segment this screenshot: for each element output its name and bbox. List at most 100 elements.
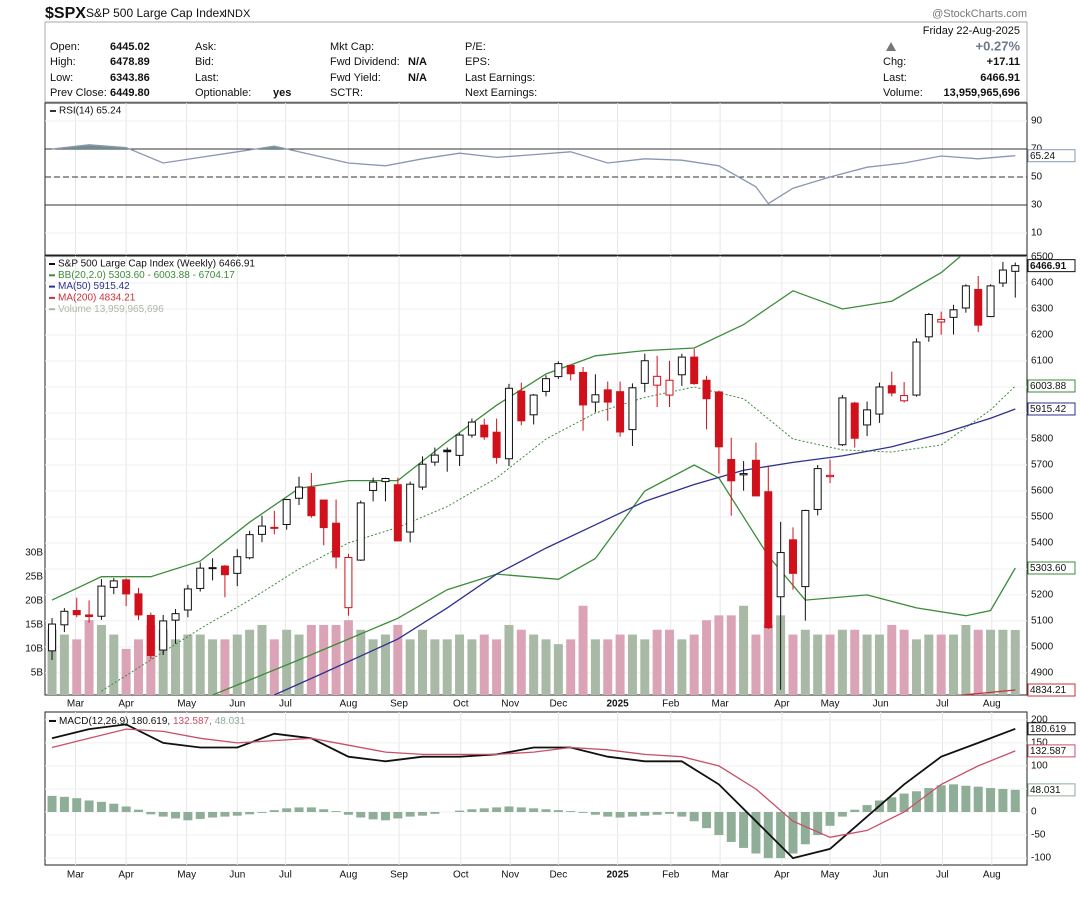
value-tag-box: [1027, 683, 1076, 697]
candle-body: [381, 477, 390, 483]
volume-bar: [208, 639, 218, 695]
symbol: $SPX: [45, 5, 86, 22]
volume-bar: [590, 639, 600, 695]
x-tick-label: Mar: [712, 870, 730, 881]
value-tag: 5303.60: [1030, 563, 1067, 574]
volume-bar: [232, 634, 242, 695]
macd-histogram-bar: [269, 810, 279, 813]
candle-body: [233, 556, 242, 574]
candle-body: [924, 313, 933, 338]
volume-bar: [171, 639, 181, 695]
y-tick-label: 5500: [1031, 512, 1054, 523]
macd-histogram-bar: [763, 812, 773, 859]
candle-body: [344, 557, 353, 609]
x-tick-label: Mar: [67, 699, 85, 710]
macd-histogram-bar: [961, 785, 971, 813]
candle-body: [677, 356, 686, 376]
exchange: INDX: [224, 8, 251, 20]
quote-value: 13,959,965,696: [944, 87, 1020, 99]
volume-bar: [109, 634, 119, 695]
candle-body: [850, 402, 859, 439]
quote-label: High:: [50, 56, 76, 68]
volume-bar: [282, 629, 292, 695]
candle-body: [109, 580, 118, 588]
x-tick-label: Apr: [118, 870, 134, 881]
quote-label: EPS:: [465, 56, 490, 68]
candle-body: [665, 379, 674, 396]
volume-bar: [319, 624, 329, 695]
macd-histogram-bar: [195, 812, 205, 819]
candle-body: [875, 386, 884, 415]
macd-histogram-bar: [418, 812, 428, 816]
candle-body: [406, 483, 415, 533]
volume-bar: [368, 639, 378, 695]
candle-body: [603, 389, 612, 403]
volume-bar: [72, 639, 82, 695]
candle-body: [986, 285, 995, 318]
macd-histogram-bar: [516, 807, 526, 813]
quote-label: Fwd Yield:: [330, 72, 381, 84]
candle-body: [245, 534, 254, 559]
quote-label: SCTR:: [330, 87, 363, 99]
y-tick-label: 5400: [1031, 538, 1054, 549]
legend-entry: Volume 13,959,965,696: [58, 304, 164, 315]
x-tick-label: Sep: [390, 699, 408, 710]
volume-bar: [84, 620, 94, 695]
legend-entry: 132.587,: [173, 716, 212, 727]
candle-body: [937, 318, 946, 323]
candle-body: [529, 394, 538, 416]
macd-histogram-bar: [677, 812, 687, 817]
volume-tick-label: 15B: [25, 620, 43, 631]
quote-label: Open:: [50, 41, 80, 53]
quote-label: Bid:: [195, 56, 214, 68]
x-tick-label: Jul: [936, 870, 949, 881]
macd-line: [51, 723, 1016, 860]
macd-histogram-bar: [455, 810, 465, 813]
volume-bar: [380, 634, 390, 695]
x-tick-label: Feb: [662, 870, 680, 881]
volume-bar: [96, 624, 106, 695]
quote-value: 6478.89: [110, 56, 150, 68]
y-tick-label: 50: [1031, 172, 1043, 183]
quote-label: Last:: [195, 72, 219, 84]
quote-label: Last Earnings:: [465, 72, 535, 84]
macd-histogram-bar: [121, 806, 131, 813]
macd-histogram-bar: [282, 808, 292, 813]
quote-value: +17.11: [987, 56, 1020, 68]
quote-label: P/E:: [465, 41, 486, 53]
volume-bar: [911, 639, 921, 695]
candle-body: [517, 390, 526, 422]
macd-histogram-bar: [640, 812, 650, 816]
quote-label: Mkt Cap:: [330, 41, 374, 53]
volume-bar: [516, 629, 526, 695]
x-tick-label: Dec: [549, 870, 567, 881]
macd-histogram-bar: [467, 809, 477, 813]
quote-label: Prev Close:: [50, 87, 107, 99]
macd-histogram-bar: [800, 812, 810, 845]
volume-bar: [430, 639, 440, 695]
candle-body: [579, 371, 588, 406]
candle-body: [628, 387, 637, 431]
volume-bar: [615, 634, 625, 695]
macd-histogram-bar: [702, 812, 712, 829]
y-tick-label: 5600: [1031, 486, 1054, 497]
x-tick-label: Jun: [229, 699, 245, 710]
candle-body: [974, 289, 983, 326]
macd-histogram-bar: [837, 812, 847, 817]
y-tick-label: 0: [1031, 807, 1037, 818]
macd-histogram-bar: [331, 811, 341, 813]
macd-line: [51, 728, 1016, 838]
volume-bar: [664, 629, 674, 695]
y-tick-label: 4900: [1031, 668, 1054, 679]
volume-bar: [874, 634, 884, 695]
volume-bar: [850, 629, 860, 695]
y-tick-label: 5100: [1031, 616, 1054, 627]
x-tick-label: Jun: [229, 870, 245, 881]
volume-bar: [331, 624, 341, 695]
volume-bar: [887, 624, 897, 695]
x-tick-label: Aug: [340, 870, 358, 881]
volume-bar: [961, 624, 971, 695]
bollinger-lower: [212, 464, 1016, 695]
